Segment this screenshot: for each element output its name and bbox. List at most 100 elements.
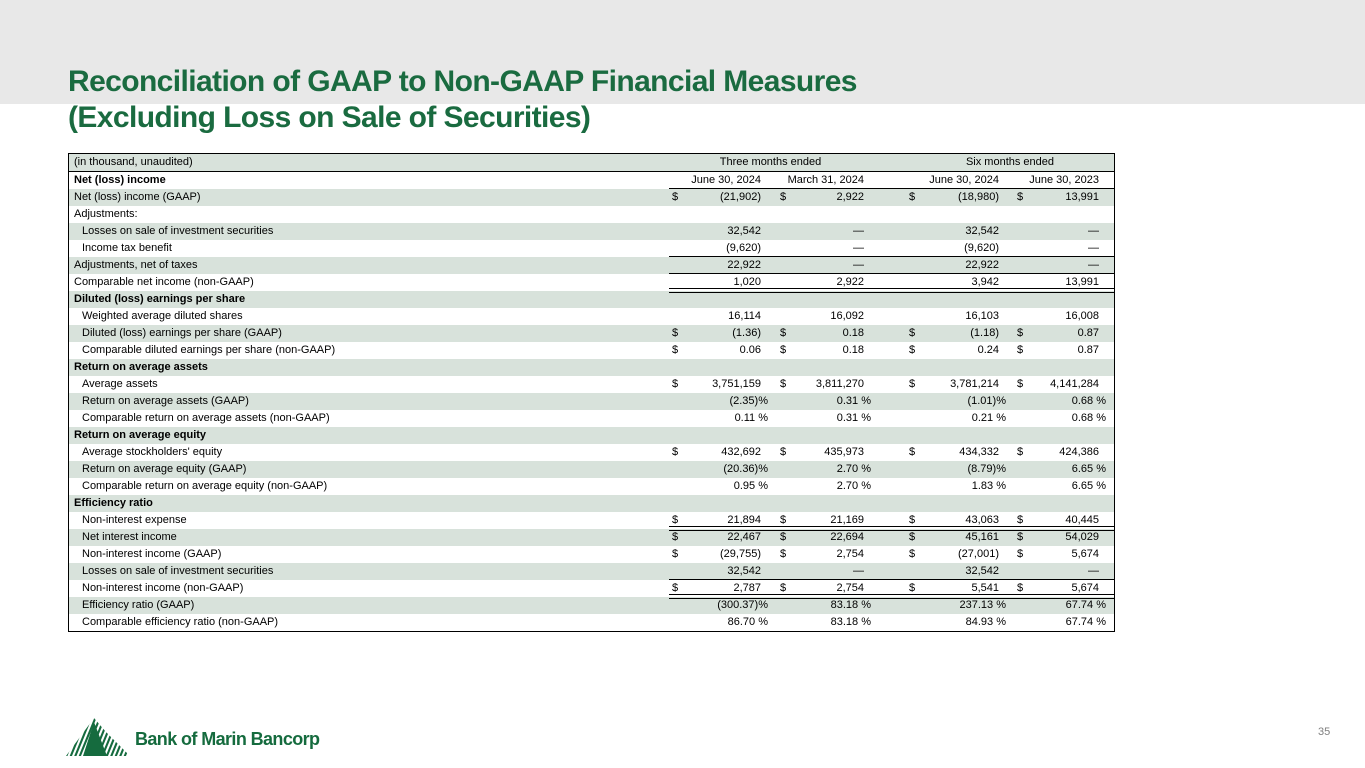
- dollar-sign: [777, 563, 803, 580]
- table-row: Diluted (loss) earnings per share (GAAP)…: [69, 325, 1114, 342]
- cell-value: 0.18: [842, 344, 864, 356]
- cell-value: —: [1088, 242, 1099, 254]
- dollar-sign: $: [1017, 191, 1024, 203]
- dollar-sign: [669, 308, 695, 325]
- dollar-sign: $: [1017, 531, 1024, 543]
- dollar-sign: [1014, 597, 1040, 614]
- dollar-sign: $: [909, 378, 916, 390]
- cell-value: (9,620): [726, 242, 761, 254]
- dollar-sign: $: [672, 344, 679, 356]
- row-data: $ (29,755) $2,754 $ (27,001) $5,674: [669, 546, 1114, 563]
- table-row: Comparable return on average assets (non…: [69, 410, 1114, 427]
- dollar-sign: [1014, 393, 1040, 410]
- dollar-sign: $: [672, 582, 679, 594]
- row-label: Losses on sale of investment securities: [82, 225, 274, 237]
- row-data: $2,787 $2,754 $5,541 $5,674: [669, 580, 1114, 599]
- row-data: $21,894 $21,169 $43,063 $40,445: [669, 512, 1114, 531]
- row-data: $ (1.36) $0.18 $ (1.18) $0.87: [669, 325, 1114, 342]
- dollar-sign: $: [780, 191, 787, 203]
- cell-value: 22,922: [727, 259, 761, 271]
- cell-value: 2,922: [836, 276, 864, 288]
- table-row: Weighted average diluted shares 16,114 16,…: [69, 308, 1114, 325]
- cell-value: (2.35)%: [729, 395, 768, 407]
- table-row: Comparable return on average equity (non…: [69, 478, 1114, 495]
- title-line-1: Reconciliation of GAAP to Non-GAAP Finan…: [68, 65, 858, 98]
- row-data: [669, 206, 1114, 223]
- row-label: Comparable efficiency ratio (non-GAAP): [82, 616, 279, 628]
- cell-value: 22,922: [965, 259, 999, 271]
- col-header-3: June 30, 2024: [929, 174, 999, 186]
- row-label: Losses on sale of investment securities: [82, 565, 274, 577]
- row-data: (9,620) — (9,620) —: [669, 240, 1114, 257]
- dollar-sign: $: [1017, 582, 1024, 594]
- cell-value: 0.87: [1077, 344, 1099, 356]
- dollar-sign: [669, 461, 695, 478]
- cell-value: (20.36)%: [723, 463, 768, 475]
- cell-value: 22,694: [830, 531, 864, 543]
- cell-value: (29,755): [720, 548, 761, 560]
- row-label: Average stockholders' equity: [82, 446, 223, 458]
- cell-value: 6.65 %: [1071, 480, 1106, 492]
- row-label: Comparable net income (non-GAAP): [74, 276, 254, 288]
- row-data: 16,114 16,092 16,103 16,008: [669, 308, 1114, 325]
- table-row: Adjustments, net of taxes 22,922 — 22,922 —: [69, 257, 1114, 274]
- row-data: [669, 495, 1114, 512]
- row-data: 32,542 — 32,542 —: [669, 563, 1114, 580]
- cell-value: 434,332: [959, 446, 999, 458]
- cell-value: 2.70 %: [836, 463, 871, 475]
- cell-value: —: [1088, 259, 1099, 271]
- row-data: $432,692 $435,973 $434,332 $424,386: [669, 444, 1114, 461]
- row-data: [669, 427, 1114, 444]
- row-label: Adjustments, net of taxes: [74, 259, 198, 271]
- dollar-sign: $: [780, 344, 787, 356]
- dollar-sign: [1014, 410, 1040, 427]
- page-number: 35: [1318, 726, 1331, 738]
- table-row: Losses on sale of investment securities 3…: [69, 223, 1114, 240]
- table-row: Average stockholders' equity $432,692 $435…: [69, 444, 1114, 461]
- row-data: $0.06 $0.18 $0.24 $0.87: [669, 342, 1114, 359]
- title-line-2: (Excluding Loss on Sale of Securities): [68, 101, 591, 134]
- dollar-sign: [777, 410, 803, 427]
- dollar-sign: $: [909, 582, 916, 594]
- cell-value: (1.36): [732, 327, 761, 339]
- dollar-sign: [777, 308, 803, 325]
- cell-value: 2.70 %: [836, 480, 871, 492]
- table-row: Net interest income $22,467 $22,694 $45,161…: [69, 529, 1114, 546]
- date-headers: June 30, 2024 March 31, 2024 June 30, 20…: [669, 172, 1114, 189]
- cell-value: 3,751,159: [712, 378, 761, 390]
- dollar-sign: [669, 478, 695, 495]
- cell-value: 0.87: [1077, 327, 1099, 339]
- dollar-sign: $: [1017, 446, 1024, 458]
- table-row: Non-interest income (non-GAAP) $2,787 $2,7…: [69, 580, 1114, 599]
- cell-value: 21,894: [727, 514, 761, 526]
- table-row: Income tax benefit (9,620) — (9,620) —: [69, 240, 1114, 257]
- cell-value: 0.06: [739, 344, 761, 356]
- dollar-sign: $: [1017, 514, 1024, 526]
- dollar-sign: [906, 240, 932, 257]
- row-data: 0.95 % 2.70 % 1.83 % 6.65 %: [669, 478, 1114, 495]
- table-row: Return on average assets: [69, 359, 1114, 376]
- dollar-sign: $: [672, 531, 679, 543]
- row-data: (20.36)% 2.70 % (8.79)% 6.65 %: [669, 461, 1114, 478]
- cell-value: 432,692: [721, 446, 761, 458]
- cell-value: 3,781,214: [950, 378, 999, 390]
- cell-value: 16,103: [965, 310, 999, 322]
- table-label-header: Net (loss) income: [74, 174, 166, 186]
- dollar-sign: [669, 410, 695, 427]
- cell-value: 67.74 %: [1065, 616, 1106, 628]
- group-headers: Three months ended Six months ended: [669, 154, 1114, 171]
- dollar-sign: [777, 393, 803, 410]
- company-logo: Bank of Marin Bancorp: [66, 716, 320, 756]
- dollar-sign: [906, 274, 932, 291]
- col-header-4: June 30, 2023: [1029, 174, 1099, 186]
- cell-value: 13,991: [1065, 276, 1099, 288]
- table-row: Non-interest expense $21,894 $21,169 $43,06…: [69, 512, 1114, 531]
- cell-value: 424,386: [1059, 446, 1099, 458]
- reconciliation-table: (in thousand, unaudited) Three months en…: [68, 153, 1115, 632]
- cell-value: 32,542: [727, 225, 761, 237]
- cell-value: 5,674: [1071, 582, 1099, 594]
- dollar-sign: $: [672, 191, 679, 203]
- dollar-sign: [906, 223, 932, 240]
- row-data: $22,467 $22,694 $45,161 $54,029: [669, 529, 1114, 546]
- row-data: (300.37)% 83.18 % 237.13 % 67.74 %: [669, 597, 1114, 614]
